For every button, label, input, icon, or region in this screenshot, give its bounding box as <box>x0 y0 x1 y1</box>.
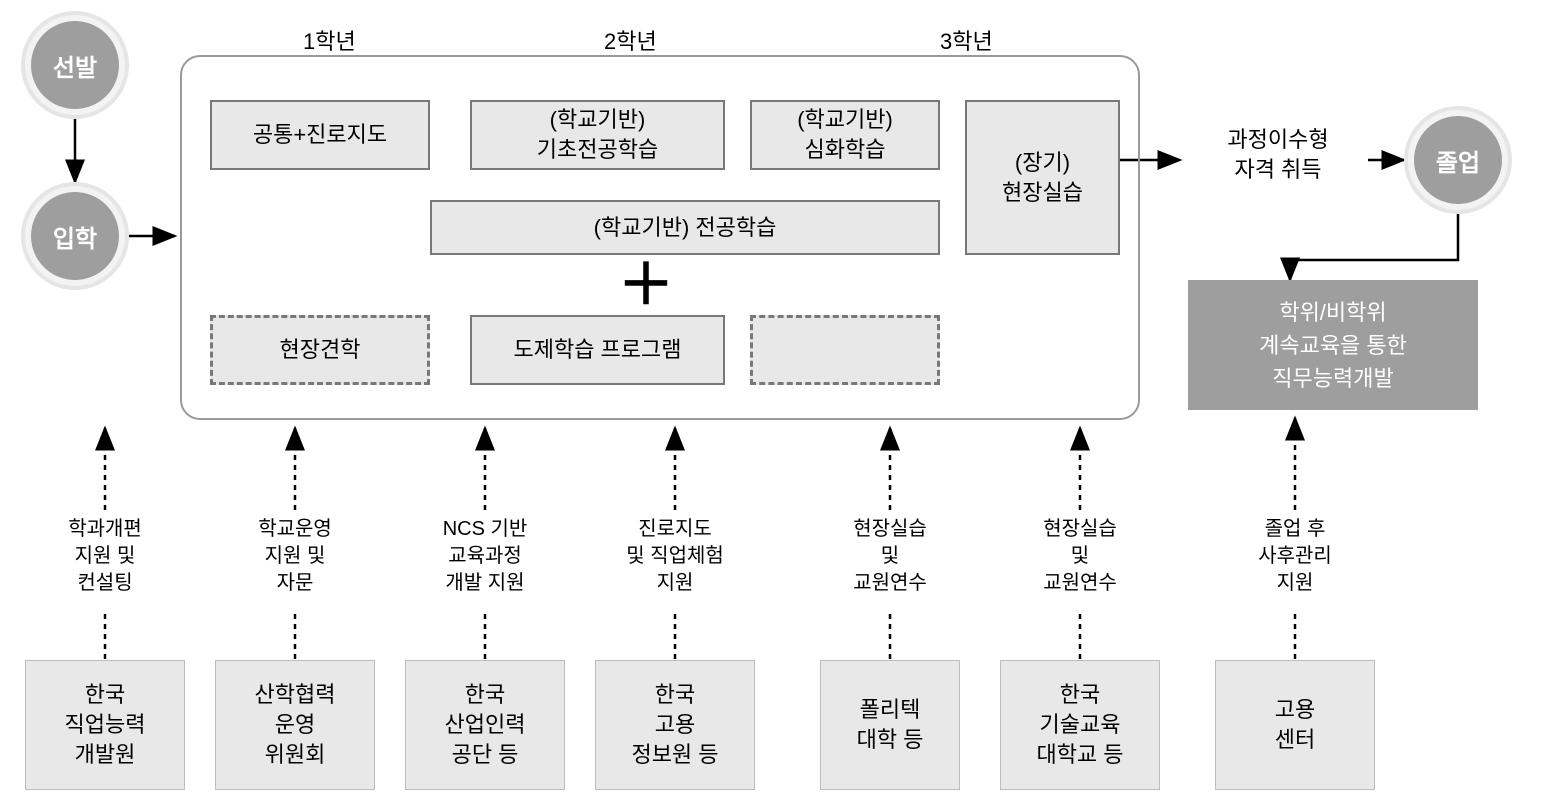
box-visit: 현장견학 <box>210 315 430 385</box>
plus-icon: ＋ <box>618 257 674 313</box>
year-header-3: 3학년 <box>940 27 993 57</box>
grad-circle: 졸업 <box>1414 116 1502 204</box>
support-label-6: 졸업 후 사후관리 지원 <box>1215 516 1375 597</box>
support-label-0: 학과개편 지원 및 컨설팅 <box>25 516 185 597</box>
select-circle: 선발 <box>31 21 119 109</box>
support-box-0: 한국 직업능력 개발원 <box>25 660 185 790</box>
box-blank <box>750 315 940 385</box>
support-label-5: 현장실습 및 교원연수 <box>1000 516 1160 597</box>
support-box-6: 고용 센터 <box>1215 660 1375 790</box>
year-header-1: 1학년 <box>303 27 356 57</box>
support-label-3: 진로지도 및 직업체험 지원 <box>595 516 755 597</box>
support-box-5: 한국 기술교육 대학교 등 <box>1000 660 1160 790</box>
support-label-1: 학교운영 지원 및 자문 <box>215 516 375 597</box>
support-box-2: 한국 산업인력 공단 등 <box>405 660 565 790</box>
support-box-4: 폴리텍 대학 등 <box>820 660 960 790</box>
qualification-label: 과정이수형 자격 취득 <box>1188 125 1368 184</box>
continuing-education-block: 학위/비학위 계속교육을 통한 직무능력개발 <box>1188 280 1478 410</box>
admit-circle: 입학 <box>31 192 119 280</box>
box-apprentice: 도제학습 프로그램 <box>470 315 725 385</box>
support-label-2: NCS 기반 교육과정 개발 지원 <box>405 516 565 597</box>
box-basic: (학교기반) 기초전공학습 <box>470 100 725 170</box>
box-longterm: (장기) 현장실습 <box>965 100 1120 255</box>
support-label-4: 현장실습 및 교원연수 <box>820 516 960 597</box>
year-header-2: 2학년 <box>604 27 657 57</box>
box-deep: (학교기반) 심화학습 <box>750 100 940 170</box>
box-common: 공통+진로지도 <box>210 100 430 170</box>
support-box-1: 산학협력 운영 위원회 <box>215 660 375 790</box>
support-box-3: 한국 고용 정보원 등 <box>595 660 755 790</box>
box-major: (학교기반) 전공학습 <box>430 200 940 255</box>
